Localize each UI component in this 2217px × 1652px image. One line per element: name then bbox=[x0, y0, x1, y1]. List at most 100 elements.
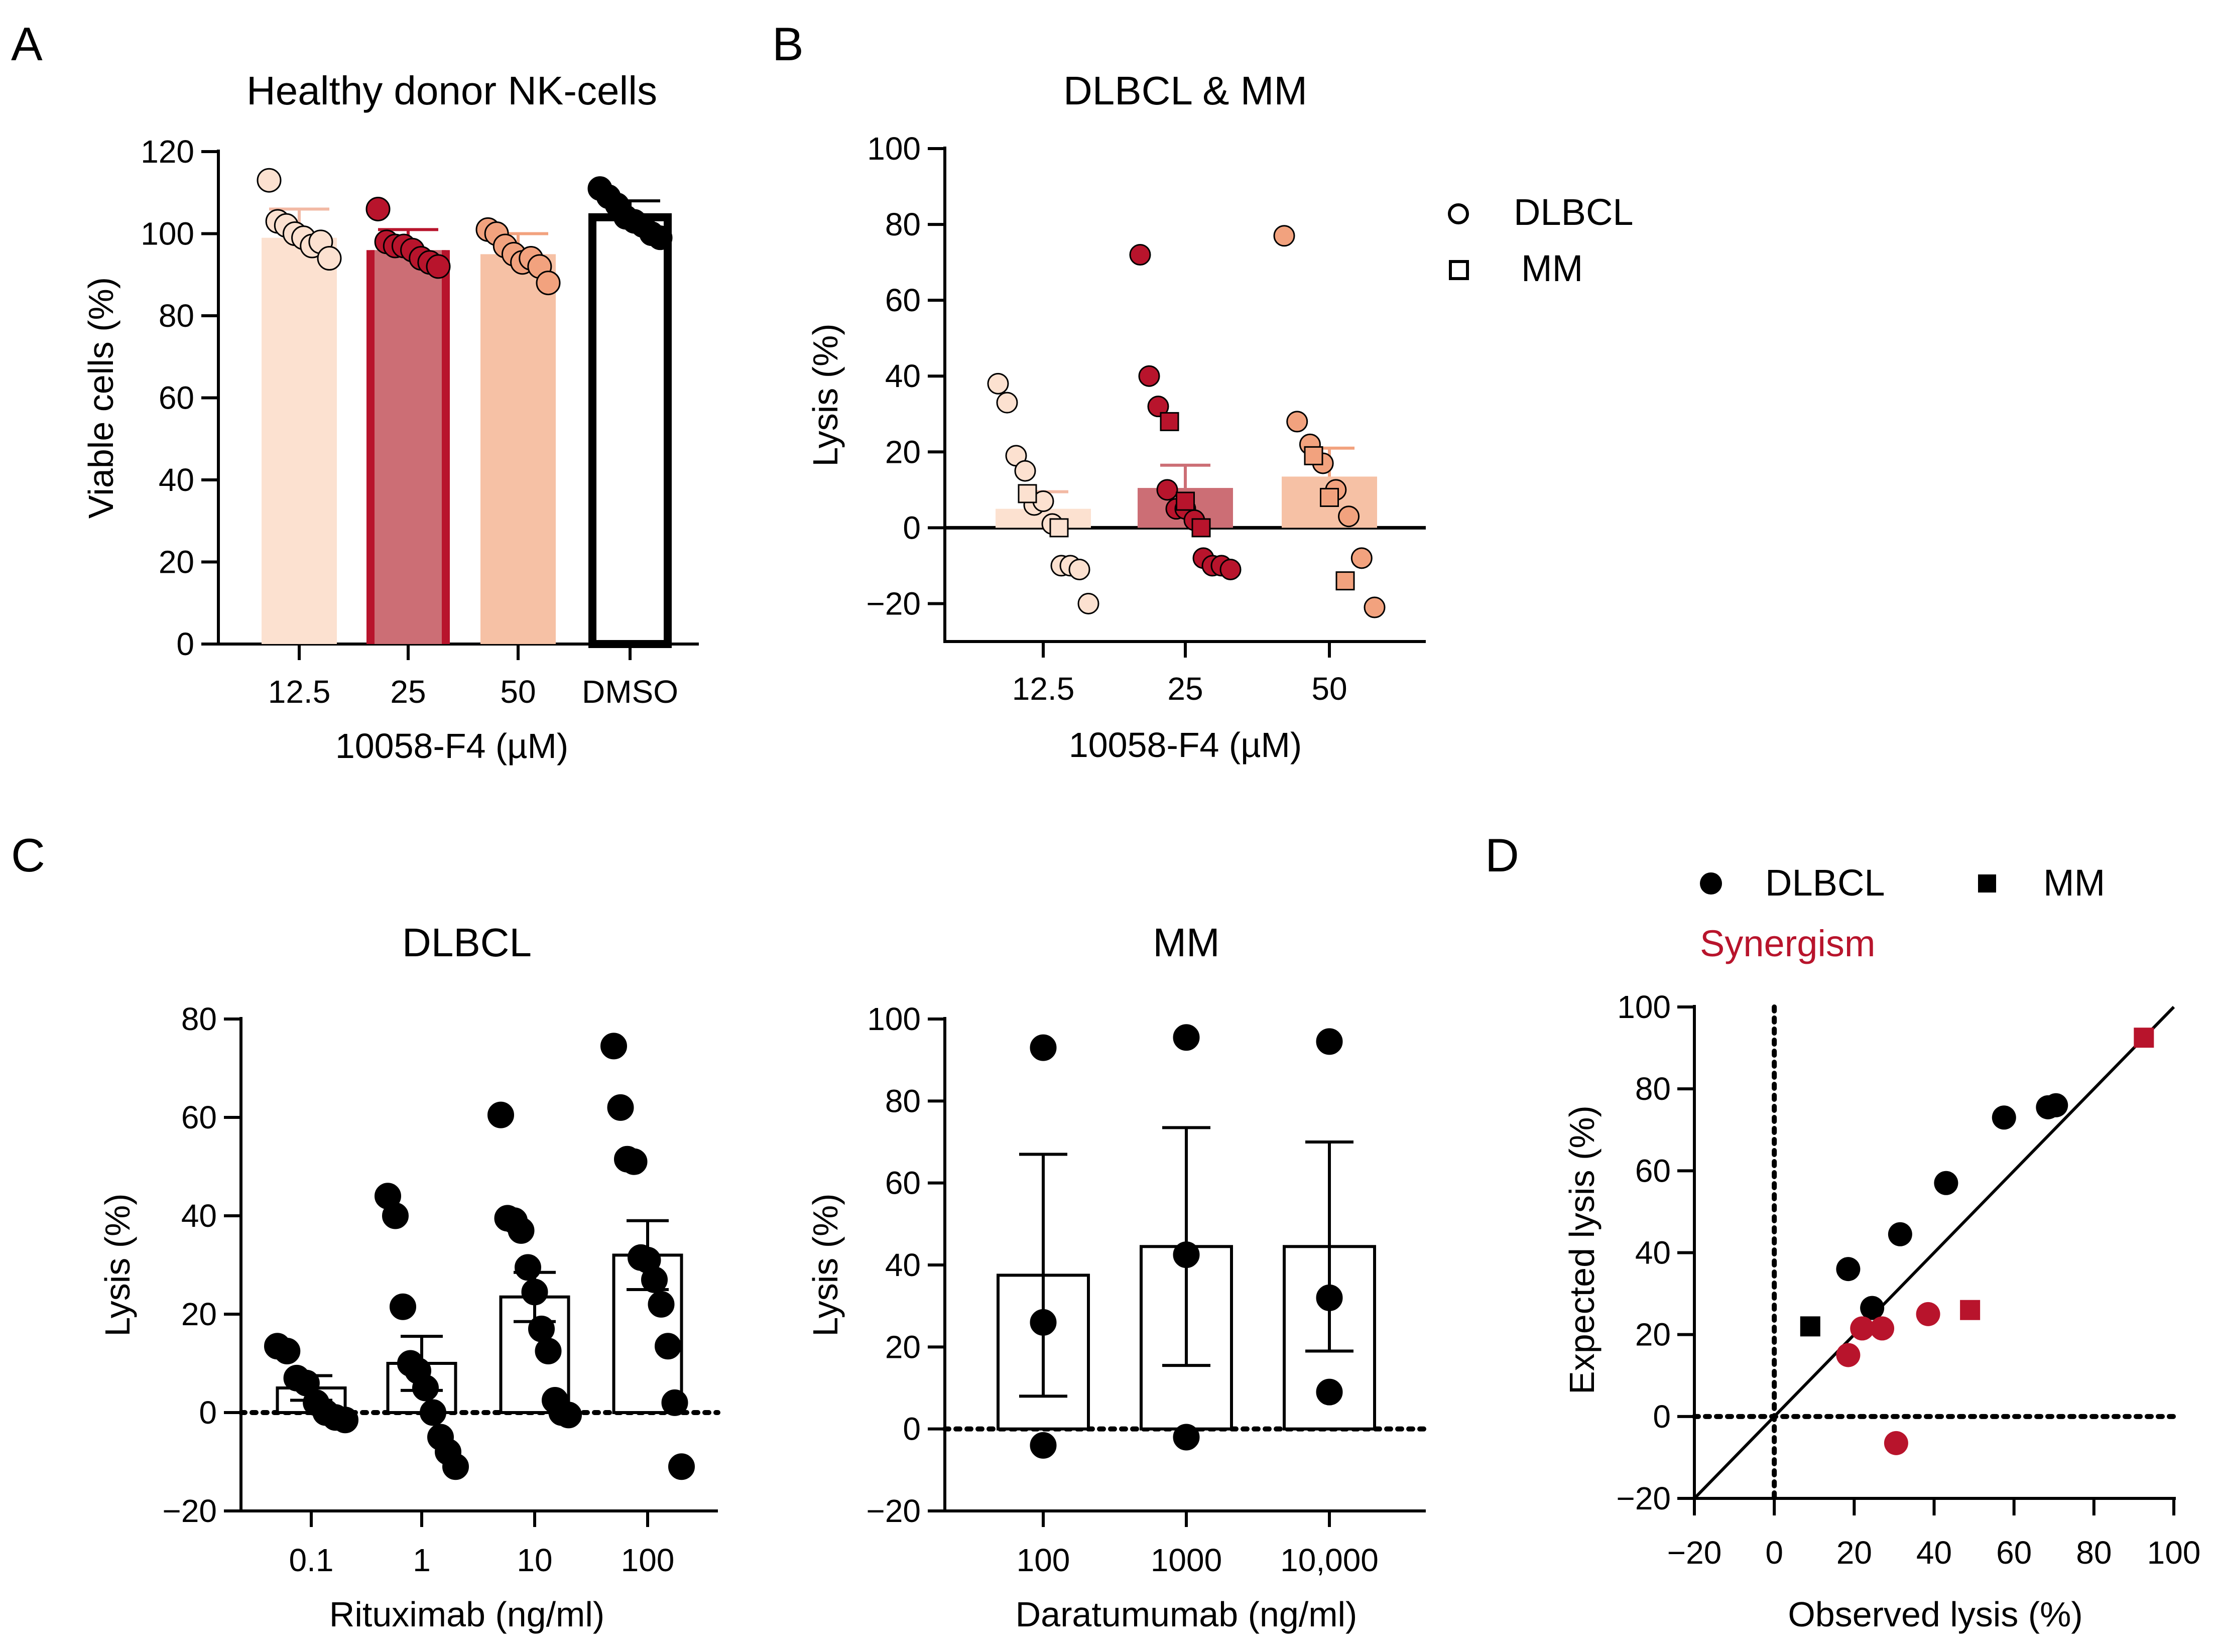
dlbcl-synergy-point bbox=[1870, 1316, 1895, 1341]
y-tick-label: 20 bbox=[885, 434, 921, 470]
data-point-square bbox=[1335, 571, 1355, 591]
y-tick-label: 60 bbox=[1635, 1153, 1671, 1189]
legend-mm-marker bbox=[1978, 874, 1996, 893]
dlbcl-point bbox=[1992, 1105, 2016, 1130]
x-tick-label: −20 bbox=[1667, 1535, 1722, 1571]
data-point bbox=[420, 1399, 446, 1426]
x-axis-label: 10058-F4 (µM) bbox=[335, 726, 568, 766]
y-tick-label: 100 bbox=[1617, 989, 1671, 1025]
panel-label-d: D bbox=[1485, 829, 1519, 881]
legend-mm: MM bbox=[1521, 247, 1583, 289]
x-tick-label: 25 bbox=[390, 674, 426, 710]
data-point bbox=[515, 1254, 541, 1281]
dlbcl-point bbox=[1860, 1296, 1885, 1320]
y-tick-label: 40 bbox=[159, 462, 194, 498]
synergism-annotation: Synergism bbox=[1700, 923, 1876, 964]
x-axis-label: Daratumumab (ng/ml) bbox=[1016, 1595, 1358, 1634]
data-point bbox=[987, 372, 1009, 395]
y-tick-label: 20 bbox=[885, 1329, 921, 1365]
y-tick-label: −20 bbox=[162, 1493, 217, 1529]
y-tick-label: 20 bbox=[1635, 1317, 1671, 1353]
dlbcl-synergy-point bbox=[1884, 1431, 1908, 1455]
data-point-square bbox=[1160, 412, 1179, 431]
chart-panel-c-mm: −20 0 20 40 60 80 100 100 1000 10,000 MM Daratumuma… bbox=[806, 920, 1428, 1634]
x-axis-label: 10058-F4 (µM) bbox=[1069, 725, 1302, 765]
y-tick-label: 100 bbox=[867, 131, 921, 167]
y-tick-label: 0 bbox=[903, 1411, 921, 1447]
data-point bbox=[1286, 411, 1308, 433]
data-point bbox=[412, 1374, 439, 1402]
y-tick-label: 100 bbox=[141, 216, 194, 252]
data-point bbox=[508, 1217, 535, 1244]
x-tick-label: 25 bbox=[1167, 671, 1203, 707]
y-tick-label: 120 bbox=[141, 134, 194, 170]
x-tick-label: 60 bbox=[1996, 1535, 2032, 1571]
data-point bbox=[1014, 460, 1036, 482]
y-tick-label: 20 bbox=[181, 1296, 217, 1332]
y-tick-label: 20 bbox=[159, 544, 194, 580]
y-tick-label: 60 bbox=[159, 380, 194, 416]
data-point bbox=[1138, 365, 1160, 387]
x-tick-label: 100 bbox=[2147, 1535, 2201, 1571]
data-point bbox=[487, 1101, 514, 1128]
y-axis-label: Expected lysis (%) bbox=[1562, 1105, 1602, 1394]
panel-label-a: A bbox=[11, 18, 43, 70]
dlbcl-synergy-point bbox=[1850, 1316, 1875, 1341]
data-point bbox=[1030, 1309, 1057, 1336]
x-tick-label: 12.5 bbox=[1012, 671, 1075, 707]
y-axis-label: Viable cells (%) bbox=[81, 277, 120, 519]
y-tick-label: −20 bbox=[1616, 1480, 1671, 1516]
legend-circle-marker bbox=[1448, 203, 1469, 224]
data-point bbox=[1364, 596, 1386, 618]
data-point bbox=[390, 1293, 416, 1320]
x-tick-label: 80 bbox=[2076, 1535, 2112, 1571]
data-point bbox=[1030, 1034, 1057, 1061]
mm-synergy-point bbox=[2134, 1028, 2154, 1048]
y-tick-label: 100 bbox=[867, 1001, 921, 1037]
x-tick-label: 40 bbox=[1916, 1535, 1952, 1571]
x-tick-label: 20 bbox=[1836, 1535, 1872, 1571]
dlbcl-point bbox=[1836, 1257, 1861, 1282]
data-point bbox=[1338, 505, 1360, 528]
data-point bbox=[1316, 1378, 1343, 1406]
dlbcl-synergy-point bbox=[1916, 1302, 1940, 1326]
data-point bbox=[1077, 592, 1099, 614]
data-point bbox=[528, 1315, 555, 1342]
data-point bbox=[1156, 479, 1178, 501]
data-point bbox=[317, 246, 342, 271]
chart-title: DLBCL bbox=[402, 920, 532, 965]
data-point bbox=[641, 1266, 668, 1293]
data-point-square bbox=[1176, 491, 1195, 511]
x-tick-label: 12.5 bbox=[268, 674, 331, 710]
chart-panel-a: 0 20 40 60 80 100 120 12.5 25 50 DMSO Healthy donor… bbox=[81, 68, 699, 766]
panel-label-c: C bbox=[11, 829, 45, 881]
x-tick-label: 100 bbox=[621, 1542, 675, 1578]
dlbcl-synergy-point bbox=[1836, 1343, 1861, 1367]
y-tick-label: 0 bbox=[903, 510, 921, 546]
chart-panel-c-dlbcl: −20 0 20 40 60 80 0.1 1 10 100 DLBCL Rituximab (ng/… bbox=[98, 920, 720, 1634]
data-point bbox=[1030, 1432, 1057, 1459]
data-point-square bbox=[1018, 484, 1037, 503]
x-tick-label: 10 bbox=[517, 1542, 552, 1578]
legend-mm: MM bbox=[2043, 862, 2105, 904]
y-tick-label: −20 bbox=[866, 1493, 921, 1529]
y-tick-label: 80 bbox=[1635, 1071, 1671, 1107]
data-point bbox=[536, 271, 561, 296]
legend-dlbcl: DLBCL bbox=[1765, 862, 1885, 904]
data-point bbox=[1173, 1024, 1200, 1051]
y-tick-label: 40 bbox=[181, 1198, 217, 1234]
data-point bbox=[996, 392, 1018, 414]
bar-50 bbox=[480, 254, 556, 644]
y-tick-label: 0 bbox=[199, 1394, 217, 1431]
x-tick-label: 0 bbox=[1765, 1535, 1783, 1571]
legend-dlbcl-marker bbox=[1700, 872, 1722, 895]
data-point bbox=[1219, 558, 1242, 580]
data-point bbox=[1316, 1284, 1343, 1311]
data-point bbox=[426, 254, 451, 279]
bar-12.5 bbox=[262, 237, 337, 644]
chart-panel-d: −20 −20 0 0 20 20 40 40 60 60 80 80 100 100 DLBCL MM Syn… bbox=[1562, 862, 2200, 1634]
data-point bbox=[607, 1094, 634, 1121]
y-tick-label: 0 bbox=[176, 626, 194, 662]
data-point bbox=[621, 1148, 648, 1175]
data-point bbox=[668, 1453, 695, 1480]
